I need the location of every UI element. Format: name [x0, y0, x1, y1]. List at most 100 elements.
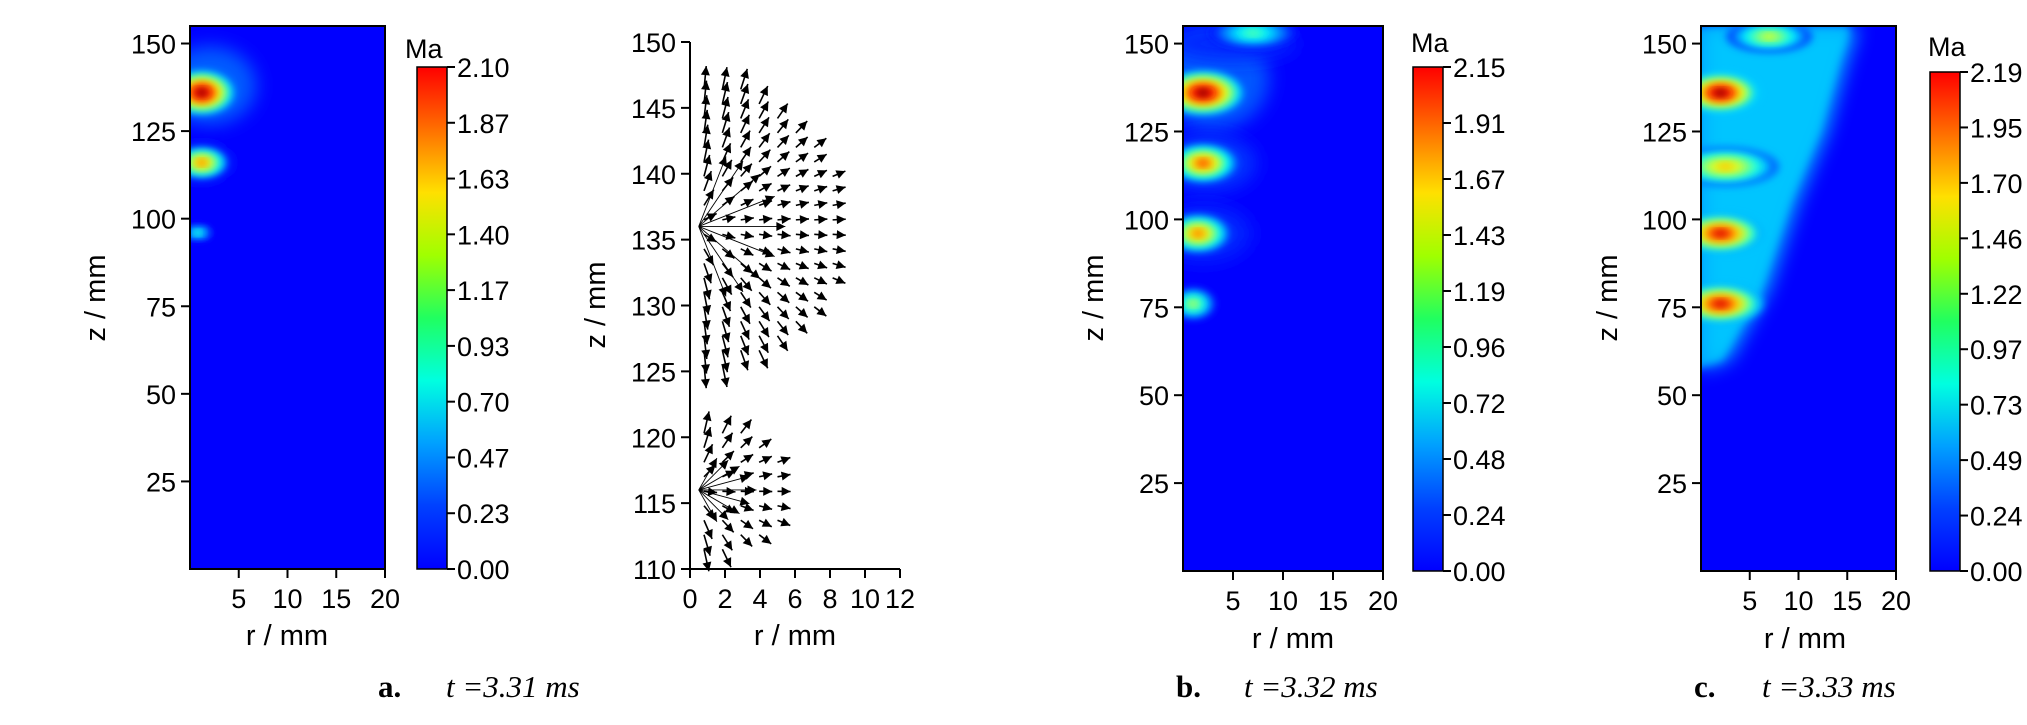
vector-xtick-label-6: 12 — [885, 584, 915, 614]
vector-arrow-181 — [721, 415, 732, 434]
vector-ylabel: z / mm — [580, 262, 612, 349]
vector-arrow-54 — [813, 260, 828, 270]
panel-c-xtick-label-1: 10 — [1783, 586, 1813, 616]
panel-b-ytick-label-1: 50 — [1139, 381, 1169, 411]
panel-a-contours — [190, 46, 257, 241]
vector-arrow-63 — [832, 245, 846, 255]
panel-c-colorbar-label-1: 0.24 — [1970, 502, 2023, 532]
vector-arrow-153 — [740, 519, 754, 530]
vector-arrow-49 — [721, 262, 734, 278]
vector-xtick-label-0: 0 — [682, 584, 697, 614]
vector-arrow-4 — [698, 221, 786, 231]
panel-b-ytick-label-0: 25 — [1139, 469, 1169, 499]
vector-arrow-24 — [776, 320, 789, 336]
vector-arrow-70 — [814, 230, 828, 240]
vector-arrow-113 — [740, 130, 751, 148]
panel-c-xtick-label-0: 5 — [1742, 586, 1757, 616]
panel-c-colorbar-label-4: 0.97 — [1970, 335, 2023, 365]
vector-arrow-66 — [740, 230, 754, 240]
vector-arrow-143 — [698, 459, 729, 491]
vector-arrow-39 — [813, 291, 828, 301]
panel-b-colorbar-label-1: 0.24 — [1453, 501, 1506, 531]
vector-arrow-131 — [739, 83, 750, 105]
caption-c-letter: c. — [1694, 669, 1716, 704]
panel-b-colorbar-gradient — [1412, 66, 1444, 572]
panel-b-xlabel: r / mm — [1252, 623, 1334, 655]
vector-arrow-50 — [740, 262, 754, 274]
vector-arrow-36 — [758, 291, 771, 306]
caption-b-time: t =3.32 ms — [1244, 669, 1378, 704]
vector-arrow-148 — [721, 534, 733, 551]
vector-arrow-48 — [703, 263, 713, 284]
vector-arrow-145 — [702, 549, 712, 572]
vector-arrow-69 — [795, 230, 810, 240]
panel-b-heatmap: 5 10 15 20 25 50 75 100 125 150 r / mm z / mm — [1078, 25, 1398, 655]
vector-ytick-label-8: 150 — [631, 28, 676, 58]
panel-a-colorbar-label-3: 0.70 — [457, 388, 510, 418]
vector-arrow-95 — [832, 185, 846, 194]
vector-arrow-96 — [702, 154, 712, 177]
vector-arrow-92 — [777, 184, 791, 193]
vector-arrow-160 — [777, 502, 791, 512]
vector-arrow-154 — [758, 518, 773, 528]
vector-arrow-129 — [701, 80, 711, 105]
vector-arrow-165 — [777, 486, 791, 496]
panel-a-ytick-label-0: 25 — [146, 467, 176, 497]
panel-a-ytick-label-2: 75 — [146, 292, 176, 322]
vector-arrow-60 — [777, 245, 791, 255]
panel-b-hotspot-3 — [1183, 288, 1215, 320]
panel-a-colorbar: Ma 0.00 0.23 0.47 0.70 0.93 1.17 1.40 1.63 1.87 2… — [405, 34, 510, 585]
panel-a-vector-arrows — [698, 65, 846, 572]
vector-arrow-122 — [776, 118, 789, 134]
vector-xtick-label-2: 4 — [752, 584, 767, 614]
vector-arrow-38 — [795, 291, 809, 302]
panel-b-hotspot-4 — [1209, 26, 1297, 49]
panel-a-colorbar-label-8: 1.87 — [457, 109, 510, 139]
vector-arrow-31 — [795, 306, 809, 318]
vector-arrow-182 — [740, 418, 753, 434]
panel-b-ylabel: z / mm — [1078, 255, 1110, 342]
vector-arrow-147 — [703, 534, 712, 556]
vector-arrow-102 — [813, 169, 828, 179]
panel-a-ytick-label-4: 125 — [131, 117, 176, 147]
vector-arrow-82 — [740, 198, 754, 208]
vector-arrow-155 — [777, 517, 791, 527]
vector-xtick-label-1: 2 — [717, 584, 732, 614]
vector-arrow-67 — [759, 230, 773, 240]
vector-arrow-14 — [758, 349, 769, 369]
vector-arrow-7 — [698, 160, 744, 227]
vector-ytick-label-6: 140 — [631, 160, 676, 190]
caption-a: a. t =3.31 ms — [378, 669, 580, 704]
vector-arrow-45 — [795, 276, 809, 286]
panel-a-colorbar-label-1: 0.23 — [457, 499, 510, 529]
panel-c-hotspot-0 — [1701, 73, 1760, 113]
vector-arrow-37 — [776, 291, 790, 304]
vector-arrow-177 — [721, 432, 734, 449]
vector-arrow-173 — [740, 453, 754, 464]
panel-c-ytick-label-0: 25 — [1657, 469, 1687, 499]
vector-arrow-59 — [758, 246, 773, 255]
vector-arrow-114 — [758, 132, 771, 148]
caption-c: c. t =3.33 ms — [1694, 669, 1896, 704]
vector-xtick-label-5: 10 — [850, 584, 880, 614]
panel-c-colorbar-title: Ma — [1928, 32, 1966, 62]
vector-arrow-57 — [721, 248, 735, 259]
vector-arrow-1 — [698, 226, 744, 293]
vector-arrow-125 — [721, 96, 731, 119]
vector-arrow-128 — [776, 103, 789, 119]
panel-b-colorbar-label-2: 0.48 — [1453, 445, 1506, 475]
vector-arrow-115 — [776, 134, 790, 148]
vector-arrow-90 — [740, 180, 754, 192]
vector-arrow-18 — [758, 335, 769, 354]
panel-b-ytick-label-4: 125 — [1124, 117, 1169, 147]
vector-arrow-56 — [703, 248, 715, 266]
vector-arrow-76 — [777, 215, 791, 224]
vector-arrow-17 — [740, 335, 750, 356]
caption-b: b. t =3.32 ms — [1176, 669, 1378, 704]
vector-arrow-179 — [758, 438, 772, 449]
vector-ytick-label-5: 135 — [631, 226, 676, 256]
vector-arrow-52 — [777, 261, 791, 271]
vector-arrow-68 — [777, 230, 791, 240]
panel-b-colorbar-label-6: 1.43 — [1453, 221, 1506, 251]
vector-arrow-16 — [721, 335, 731, 358]
